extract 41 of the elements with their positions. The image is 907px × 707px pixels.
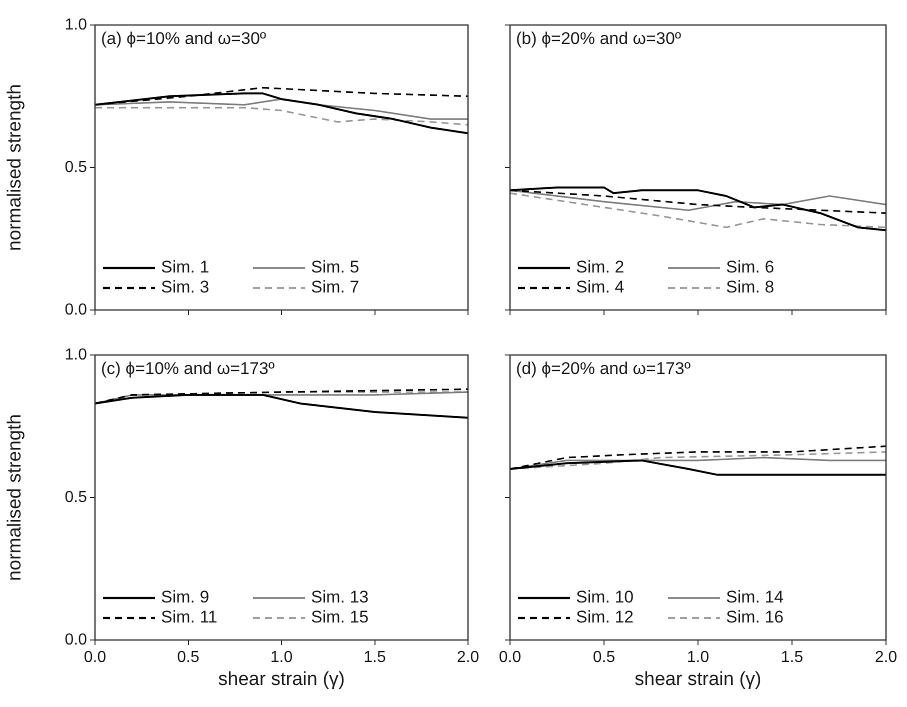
x-tick-label: 2.0: [874, 649, 898, 666]
x-tick-label: 1.5: [780, 649, 804, 666]
y-tick-label: 0.5: [64, 158, 88, 176]
legend-label: Sim. 15: [311, 608, 369, 627]
x-tick-label: 1.5: [364, 649, 386, 666]
legend-label: Sim. 10: [576, 588, 634, 607]
legend-label: Sim. 8: [726, 278, 774, 297]
chart-title: (c) ϕ=10% and ω=173º: [101, 359, 275, 378]
legend-label: Sim. 5: [311, 258, 360, 277]
legend-label: Sim. 16: [726, 608, 784, 627]
y-axis-title: normalised strength: [4, 414, 26, 581]
x-tick-label: 0.0: [84, 649, 106, 666]
chart-title: (a) ϕ=10% and ω=30º: [101, 29, 266, 48]
chart-title: (d) ϕ=20% and ω=173º: [516, 359, 691, 378]
y-tick-label: 0.5: [64, 488, 88, 506]
legend-label: Sim. 4: [576, 278, 624, 297]
legend-label: Sim. 13: [311, 588, 369, 607]
line-series: [95, 106, 468, 126]
x-tick-label: 1.0: [270, 649, 293, 666]
y-axis-title: normalised strength: [4, 84, 26, 251]
legend-label: Sim. 11: [161, 608, 218, 627]
x-tick-label: 1.0: [686, 649, 710, 666]
x-tick-label: 0.0: [498, 649, 522, 666]
x-tick-label: 0.5: [592, 649, 616, 666]
legend-label: Sim. 12: [576, 608, 634, 627]
y-tick-label: 1.0: [64, 16, 88, 34]
x-tick-label: 2.0: [456, 649, 480, 666]
legend-label: Sim. 6: [726, 258, 774, 277]
x-tick-label: 0.5: [177, 649, 200, 666]
y-tick-label: 0.0: [64, 631, 88, 648]
legend-label: Sim. 1: [161, 258, 210, 277]
legend-label: Sim. 3: [161, 278, 210, 297]
legend-label: Sim. 14: [726, 588, 784, 607]
x-axis-title: shear strain (γ): [218, 668, 345, 690]
legend-label: Sim. 2: [576, 258, 624, 277]
y-tick-label: 0.0: [64, 301, 88, 318]
chart-title: (b) ϕ=20% and ω=30º: [516, 29, 682, 48]
x-axis-title: shear strain (γ): [634, 668, 762, 690]
y-tick-label: 1.0: [64, 346, 88, 364]
legend-label: Sim. 9: [161, 588, 210, 607]
legend-label: Sim. 7: [311, 278, 360, 297]
